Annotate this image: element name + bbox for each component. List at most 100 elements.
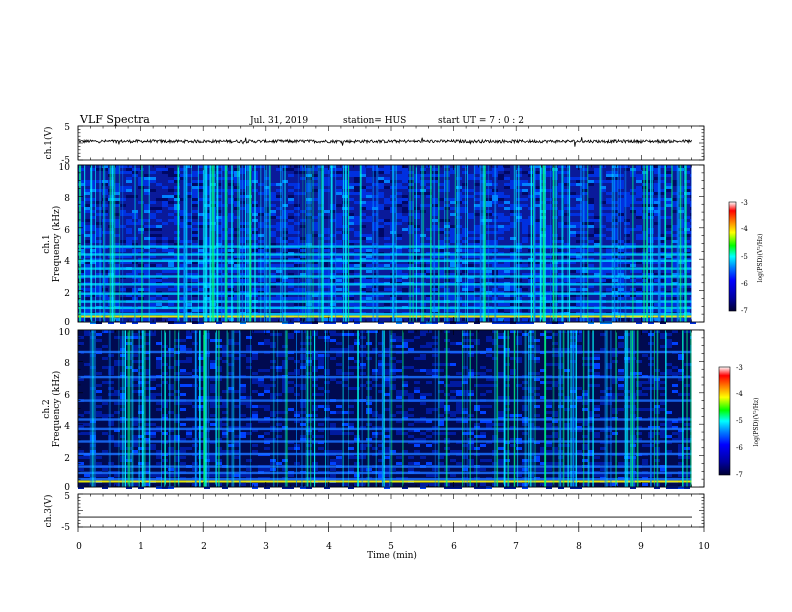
spectrogram-cell xyxy=(180,456,186,459)
spectrogram-cell xyxy=(228,390,234,393)
spectrogram-cell xyxy=(600,279,606,282)
spectrogram-cell xyxy=(102,450,108,453)
spectrogram-cell xyxy=(138,390,144,393)
spectrogram-cell xyxy=(132,336,138,339)
spectrogram-cell xyxy=(636,189,642,192)
spectrogram-cell xyxy=(348,270,354,273)
ch1-colorbar-tick-m5: -5 xyxy=(741,253,748,261)
spectrogram-cell xyxy=(156,360,162,363)
spectrogram-cell xyxy=(234,261,240,264)
spectrogram-cell xyxy=(378,372,384,375)
spectrogram-cell xyxy=(270,285,276,288)
spectrogram-cell xyxy=(546,363,552,366)
spectrogram-cell xyxy=(684,423,690,426)
spectrogram-cell xyxy=(474,240,480,243)
spectrogram-cell xyxy=(132,423,138,426)
spectrogram-sferic xyxy=(178,330,180,487)
spectrogram-cell xyxy=(396,174,402,177)
spectrogram-cell xyxy=(240,396,246,399)
spectrogram-cell xyxy=(666,201,672,204)
spectrogram-cell xyxy=(306,357,312,360)
spectrogram-sferic xyxy=(610,330,612,487)
spectrogram-cell xyxy=(114,225,120,228)
spectrogram-cell xyxy=(582,402,588,405)
spectrogram-cell xyxy=(594,414,600,417)
spectrogram-cell xyxy=(486,420,492,423)
spectrogram-cell xyxy=(624,195,630,198)
spectrogram-cell xyxy=(480,486,486,489)
spectrogram-cell xyxy=(276,393,282,396)
spectrogram-cell xyxy=(372,411,378,414)
spectrogram-cell xyxy=(432,426,438,429)
spectrogram-sferic xyxy=(615,330,617,487)
spectrogram-cell xyxy=(582,204,588,207)
spectrogram-sferic xyxy=(682,330,684,487)
spectrogram-cell xyxy=(504,216,510,219)
spectrogram-cell xyxy=(180,462,186,465)
spectrogram-cell xyxy=(600,189,606,192)
spectrogram-cell xyxy=(264,486,270,489)
spectrogram-cell xyxy=(630,486,636,489)
spectrogram-cell xyxy=(384,303,390,306)
spectrogram-cell xyxy=(546,486,552,489)
spectrogram-sferic xyxy=(458,165,460,322)
spectrogram-cell xyxy=(402,486,408,489)
spectrogram-cell xyxy=(432,369,438,372)
spectrogram-cell xyxy=(306,429,312,432)
spectrogram-cell xyxy=(294,249,300,252)
ch1-colorbar-tick-m7: -7 xyxy=(741,307,748,315)
spectrogram-cell xyxy=(522,180,528,183)
spectrogram-cell xyxy=(564,222,570,225)
spectrogram-cell xyxy=(654,369,660,372)
spectrogram-cell xyxy=(354,261,360,264)
spectrogram-cell xyxy=(636,192,642,195)
spectrogram-cell xyxy=(138,420,144,423)
ch3-ytick-top: 5 xyxy=(64,492,70,502)
spectrogram-cell xyxy=(336,261,342,264)
spectrogram-cell xyxy=(132,378,138,381)
spectrogram-cell xyxy=(336,288,342,291)
ch1-colorbar xyxy=(728,201,737,312)
spectrogram-cell xyxy=(354,216,360,219)
spectrogram-cell xyxy=(366,249,372,252)
spectrogram-cell xyxy=(498,303,504,306)
spectrogram-cell xyxy=(300,357,306,360)
spectrogram-cell xyxy=(330,411,336,414)
spectrogram-sferic xyxy=(633,330,635,487)
spectrogram-cell xyxy=(360,345,366,348)
spectrogram-cell xyxy=(354,186,360,189)
spectrogram-cell xyxy=(480,444,486,447)
spectrogram-cell xyxy=(468,174,474,177)
spectrogram-cell xyxy=(510,468,516,471)
spectrogram-cell xyxy=(600,396,606,399)
spectrogram-cell xyxy=(342,432,348,435)
spectrogram-cell xyxy=(108,369,114,372)
spectrogram-cell xyxy=(408,258,414,261)
spectrogram-cell xyxy=(672,390,678,393)
spectrogram-cell xyxy=(618,345,624,348)
spectrogram-cell xyxy=(540,369,546,372)
spectrogram-cell xyxy=(378,474,384,477)
spectrogram-sferic xyxy=(530,165,533,322)
spectrogram-cell xyxy=(534,225,540,228)
spectrogram-cell xyxy=(234,207,240,210)
spectrogram-cell xyxy=(468,462,474,465)
spectrogram-cell xyxy=(444,180,450,183)
spectrogram-cell xyxy=(636,168,642,171)
spectrogram-cell xyxy=(354,192,360,195)
spectrogram-cell xyxy=(84,363,90,366)
spectrogram-cell xyxy=(150,189,156,192)
spectrogram-cell xyxy=(114,303,120,306)
spectrogram-cell xyxy=(504,384,510,387)
spectrogram-cell xyxy=(276,198,282,201)
spectrogram-cell xyxy=(222,423,228,426)
spectrogram-cell xyxy=(264,285,270,288)
spectrogram-cell xyxy=(216,165,222,168)
spectrogram-cell xyxy=(546,405,552,408)
spectrogram-cell xyxy=(438,174,444,177)
spectrogram-cell xyxy=(582,258,588,261)
spectrogram-cell xyxy=(198,213,204,216)
spectrogram-cell xyxy=(378,414,384,417)
spectrogram-cell xyxy=(216,357,222,360)
spectrogram-cell xyxy=(252,450,258,453)
